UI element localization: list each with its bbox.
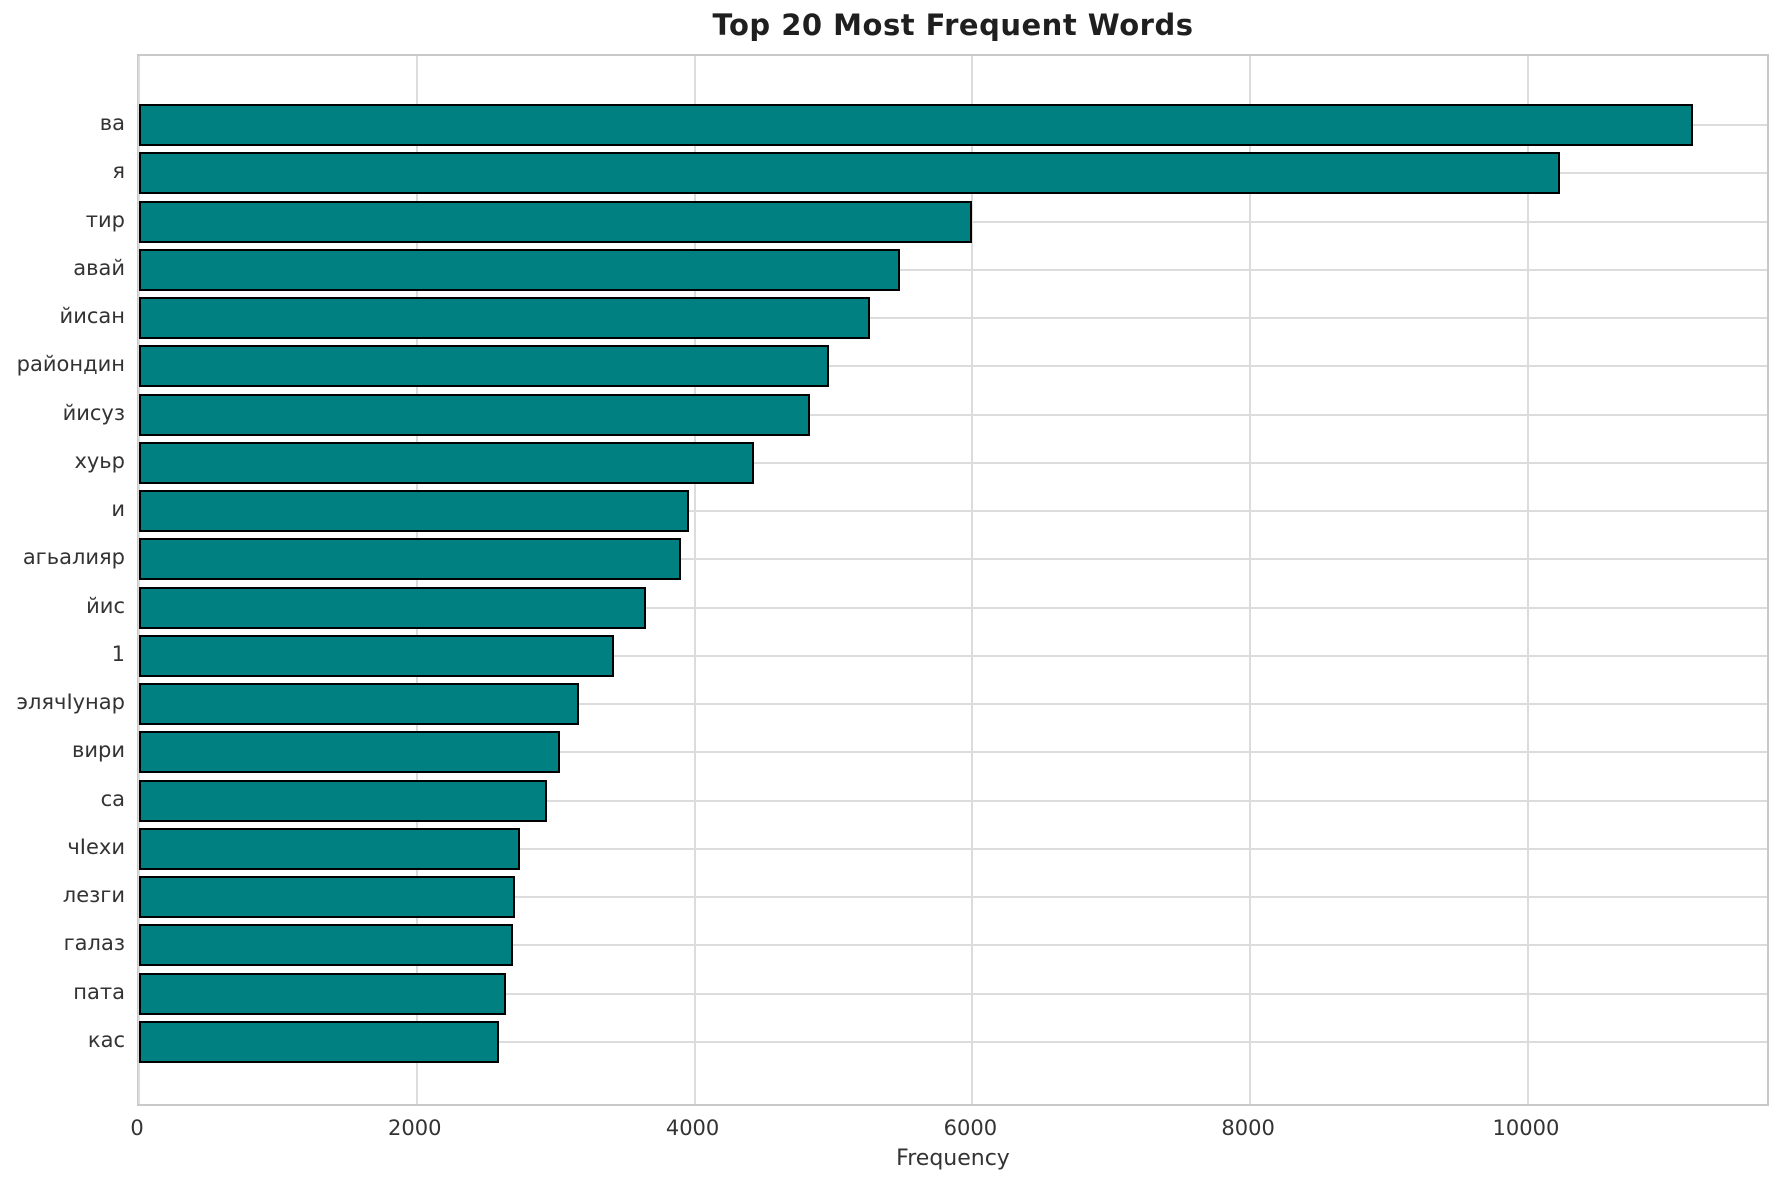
bar <box>139 104 1694 146</box>
y-tick-label: авай <box>73 255 125 280</box>
bar <box>139 586 646 629</box>
y-gridline <box>139 751 1767 754</box>
y-tick-label: галаз <box>63 931 125 956</box>
y-gridline <box>139 799 1767 802</box>
y-gridline <box>139 558 1767 561</box>
y-tick-label: элячIунар <box>16 690 125 714</box>
plot-area <box>137 54 1769 1106</box>
x-tick-label: 6000 <box>943 1116 998 1140</box>
y-gridline <box>139 847 1767 850</box>
y-tick-label: лезги <box>62 883 125 907</box>
chart-title: Top 20 Most Frequent Words <box>712 8 1194 42</box>
y-tick-label: са <box>100 786 125 811</box>
bar <box>139 200 973 243</box>
y-gridline <box>139 268 1767 271</box>
bar <box>139 924 513 967</box>
y-gridline <box>139 896 1767 898</box>
bar <box>139 972 506 1015</box>
x-tick-label: 10000 <box>1492 1116 1560 1140</box>
x-tick-label: 0 <box>130 1116 144 1140</box>
x-gridline <box>693 56 696 1104</box>
x-gridline <box>1526 56 1529 1104</box>
bar <box>139 345 830 388</box>
bar <box>139 152 1560 195</box>
bar <box>139 876 515 918</box>
bar <box>139 393 810 436</box>
y-tick-label: хуьр <box>74 448 125 473</box>
bar <box>139 538 681 581</box>
y-gridline <box>139 606 1767 609</box>
y-tick-label: и <box>111 497 125 521</box>
y-tick-label: кас <box>87 1027 125 1052</box>
x-tick-label: 2000 <box>388 1116 442 1140</box>
y-gridline <box>139 1040 1767 1043</box>
y-tick-label: тир <box>85 207 125 232</box>
bar <box>139 248 901 291</box>
y-gridline <box>139 510 1767 512</box>
bar <box>139 827 520 870</box>
x-tick-label: 4000 <box>665 1116 720 1140</box>
bar <box>139 490 690 532</box>
y-tick-label: йисуз <box>62 400 125 425</box>
y-tick-label: йис <box>86 593 125 618</box>
y-tick-label: чIехи <box>67 834 125 859</box>
y-gridline <box>139 413 1767 416</box>
y-tick-label: 1 <box>111 641 125 666</box>
bar <box>139 1020 499 1063</box>
y-gridline <box>139 461 1767 464</box>
y-tick-label: райондин <box>16 352 125 377</box>
bar <box>139 683 580 725</box>
y-gridline <box>139 317 1767 319</box>
y-gridline <box>139 992 1767 995</box>
x-gridline <box>971 56 974 1104</box>
x-tick-label: 8000 <box>1221 1116 1275 1140</box>
bar <box>139 634 615 677</box>
y-gridline <box>139 703 1767 705</box>
bar <box>139 779 548 822</box>
bar <box>139 441 755 484</box>
y-tick-label: я <box>112 159 125 184</box>
y-tick-label: ва <box>99 111 125 135</box>
y-tick-label: йисан <box>59 304 125 328</box>
y-tick-label: агьалияр <box>22 545 125 570</box>
y-tick-label: пата <box>73 979 125 1004</box>
x-gridline <box>1249 56 1252 1104</box>
y-gridline <box>139 365 1767 368</box>
x-axis-title: Frequency <box>896 1146 1010 1171</box>
y-gridline <box>139 944 1767 947</box>
y-tick-label: вири <box>71 738 125 763</box>
bar <box>139 297 870 339</box>
bar <box>139 731 560 774</box>
y-gridline <box>139 654 1767 657</box>
